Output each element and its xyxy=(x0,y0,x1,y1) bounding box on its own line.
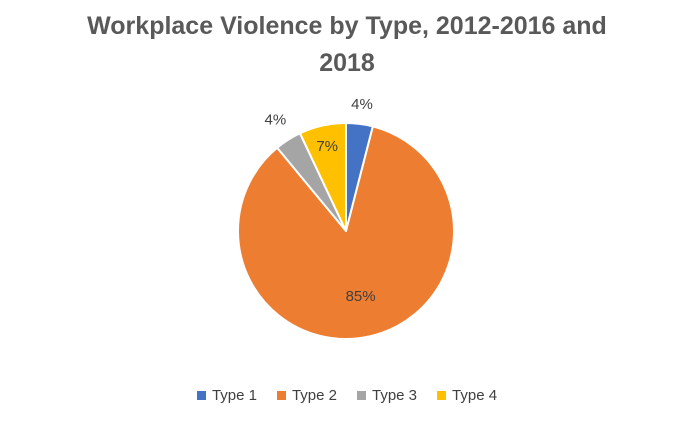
legend-swatch-type-3 xyxy=(357,391,366,400)
legend: Type 1 Type 2 Type 3 Type 4 xyxy=(0,387,694,404)
legend-item-type-1: Type 1 xyxy=(196,387,257,404)
data-label-type-3: 4% xyxy=(265,111,287,128)
data-label-type-1: 4% xyxy=(351,96,373,113)
legend-label-type-3: Type 3 xyxy=(372,387,418,404)
legend-swatch-type-4 xyxy=(437,391,447,400)
legend-item-type-3: Type 3 xyxy=(357,387,417,404)
legend-label-type-2: Type 2 xyxy=(291,387,337,404)
pie-slice-type-2 xyxy=(237,125,455,340)
legend-swatch-type-2 xyxy=(276,391,286,400)
legend-item-type-2: Type 2 xyxy=(276,387,337,404)
legend-label-type-1: Type 1 xyxy=(211,387,257,404)
chart-title: Workplace Violence by Type, 2012-2016 an… xyxy=(87,12,607,77)
data-label-type-4: 7% xyxy=(316,138,338,155)
legend-item-type-4: Type 4 xyxy=(437,387,497,404)
legend-swatch-type-1 xyxy=(196,391,206,400)
data-label-type-2: 85% xyxy=(346,288,376,305)
pie-slice-type-4 xyxy=(299,122,347,232)
legend-label-type-4: Type 4 xyxy=(452,387,498,404)
